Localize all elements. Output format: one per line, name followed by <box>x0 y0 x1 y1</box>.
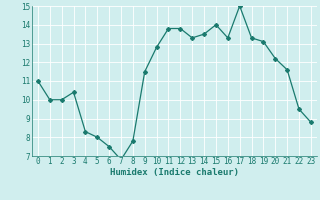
X-axis label: Humidex (Indice chaleur): Humidex (Indice chaleur) <box>110 168 239 177</box>
